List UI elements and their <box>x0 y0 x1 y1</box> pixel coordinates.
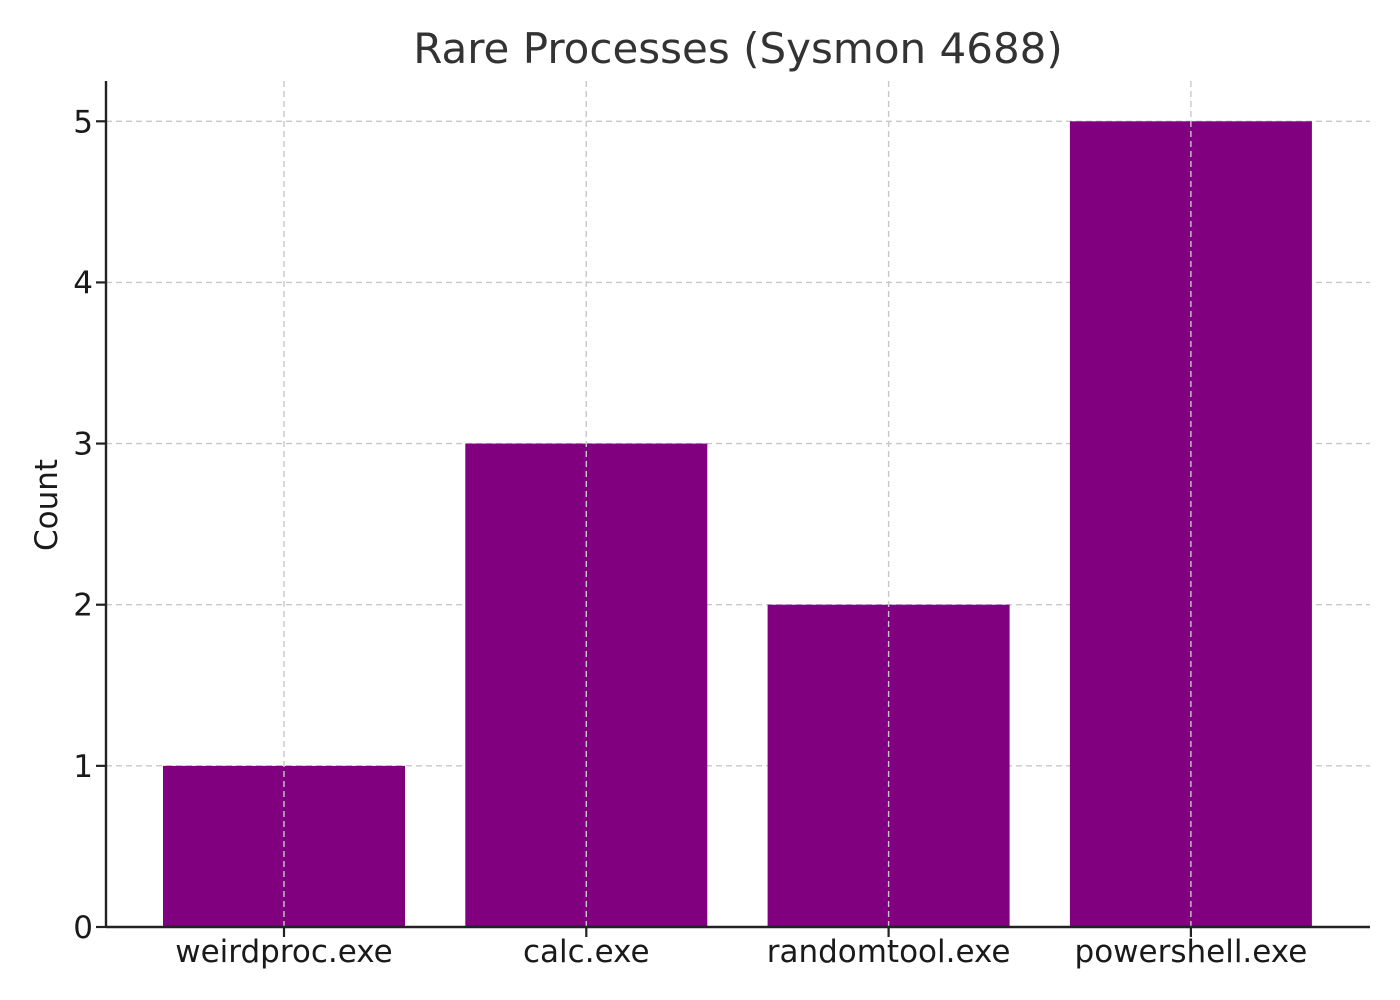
y-tick-label: 5 <box>73 104 93 140</box>
y-ticks: 0 1 2 3 4 5 <box>73 104 106 946</box>
chart-title: Rare Processes (Sysmon 4688) <box>413 24 1063 73</box>
axes <box>104 81 1370 929</box>
y-tick-label: 3 <box>73 427 93 463</box>
x-tick-label: randomtool.exe <box>767 934 1011 970</box>
y-tick-label: 0 <box>73 910 93 946</box>
vertical-grid-lines <box>283 81 1192 927</box>
x-tick-label: powershell.exe <box>1075 934 1308 970</box>
y-tick-label: 2 <box>73 588 93 624</box>
bars <box>163 121 1312 928</box>
y-axis-label: Count <box>29 459 65 551</box>
x-tick-label: calc.exe <box>523 934 650 970</box>
y-tick-label: 1 <box>73 749 93 785</box>
x-tick-label: weirdproc.exe <box>175 934 393 970</box>
y-tick-label: 4 <box>73 265 93 301</box>
x-ticks: weirdproc.exe calc.exe randomtool.exe power… <box>175 927 1307 970</box>
